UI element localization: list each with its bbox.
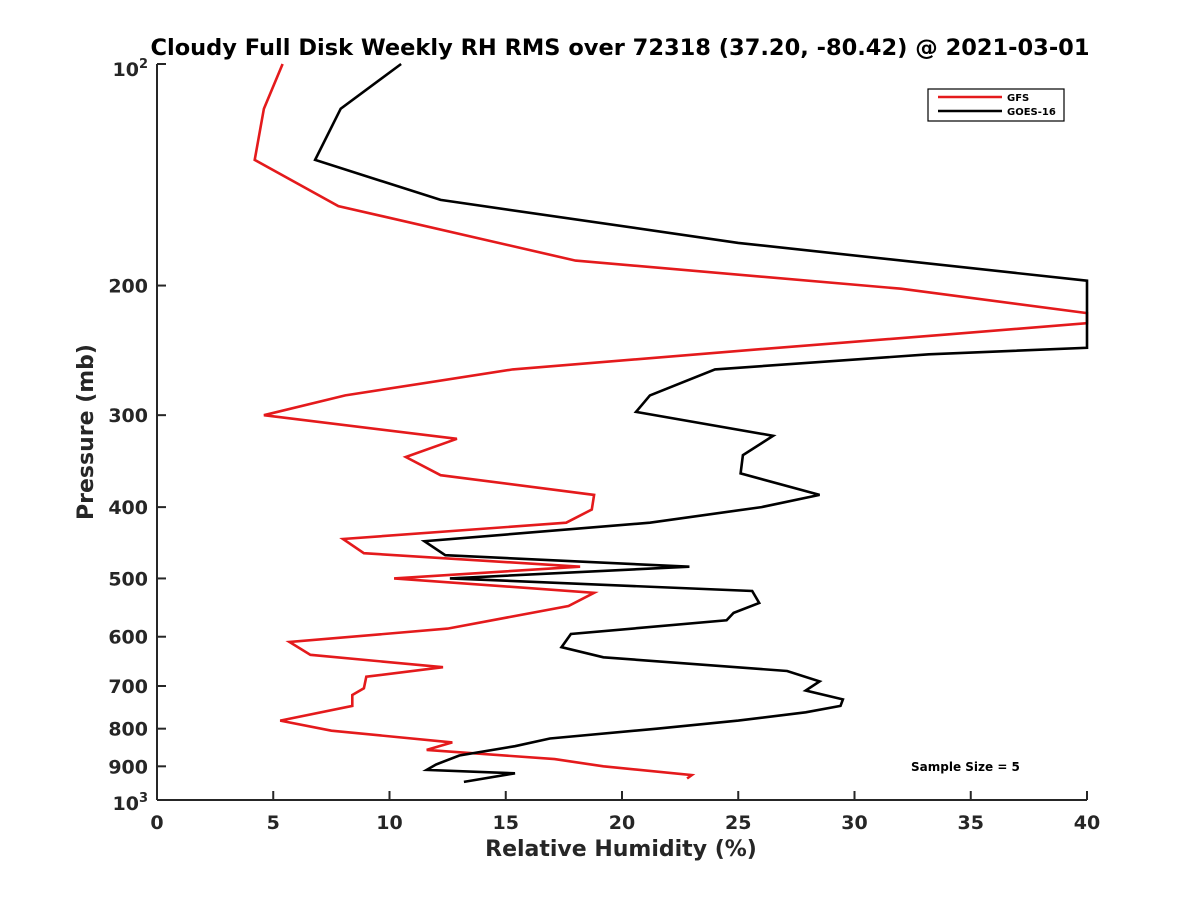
x-tick-label: 0 (150, 812, 163, 834)
legend: GFS GOES-16 (927, 88, 1065, 122)
series-line-goes16 (313, 62, 1089, 784)
y-decade-label-top: 102 (113, 57, 149, 81)
x-tick-label: 35 (958, 812, 984, 834)
y-axis-title: Pressure (mb) (74, 344, 99, 520)
y-tick-label: 900 (108, 756, 148, 778)
y-tick-label: 400 (108, 497, 148, 519)
chart-title: Cloudy Full Disk Weekly RH RMS over 7231… (150, 35, 1089, 61)
x-tick-label: 10 (376, 812, 402, 834)
y-tick-label: 800 (108, 719, 148, 741)
x-tick-label: 5 (267, 812, 280, 834)
x-tick-label: 30 (841, 812, 867, 834)
y-decade-label-bottom: 103 (113, 791, 149, 815)
legend-label-goes16: GOES-16 (1007, 107, 1056, 118)
x-tick-label: 20 (609, 812, 635, 834)
y-ticks: 200 300 400 500 600 700 800 900 (108, 63, 166, 801)
x-axis-title: Relative Humidity (%) (485, 837, 757, 862)
y-tick-label: 200 (108, 276, 148, 298)
x-ticks: 0 5 10 15 20 25 30 35 40 (150, 791, 1100, 834)
y-tick-label: 500 (108, 568, 148, 590)
x-tick-label: 25 (725, 812, 751, 834)
y-decade-top-base: 10 (113, 59, 139, 81)
y-decade-top-exp: 2 (139, 57, 148, 72)
y-tick-label: 300 (108, 405, 148, 427)
y-decade-bottom-base: 10 (113, 793, 139, 815)
y-tick-label: 700 (108, 676, 148, 698)
sample-size-annotation: Sample Size = 5 (911, 760, 1020, 774)
series-layer (253, 62, 1089, 784)
x-tick-label: 40 (1074, 812, 1100, 834)
x-tick-label: 15 (493, 812, 519, 834)
y-decade-bottom-exp: 3 (139, 791, 148, 806)
legend-box (927, 88, 1065, 122)
legend-label-gfs: GFS (1007, 93, 1029, 104)
y-tick-label: 600 (108, 627, 148, 649)
